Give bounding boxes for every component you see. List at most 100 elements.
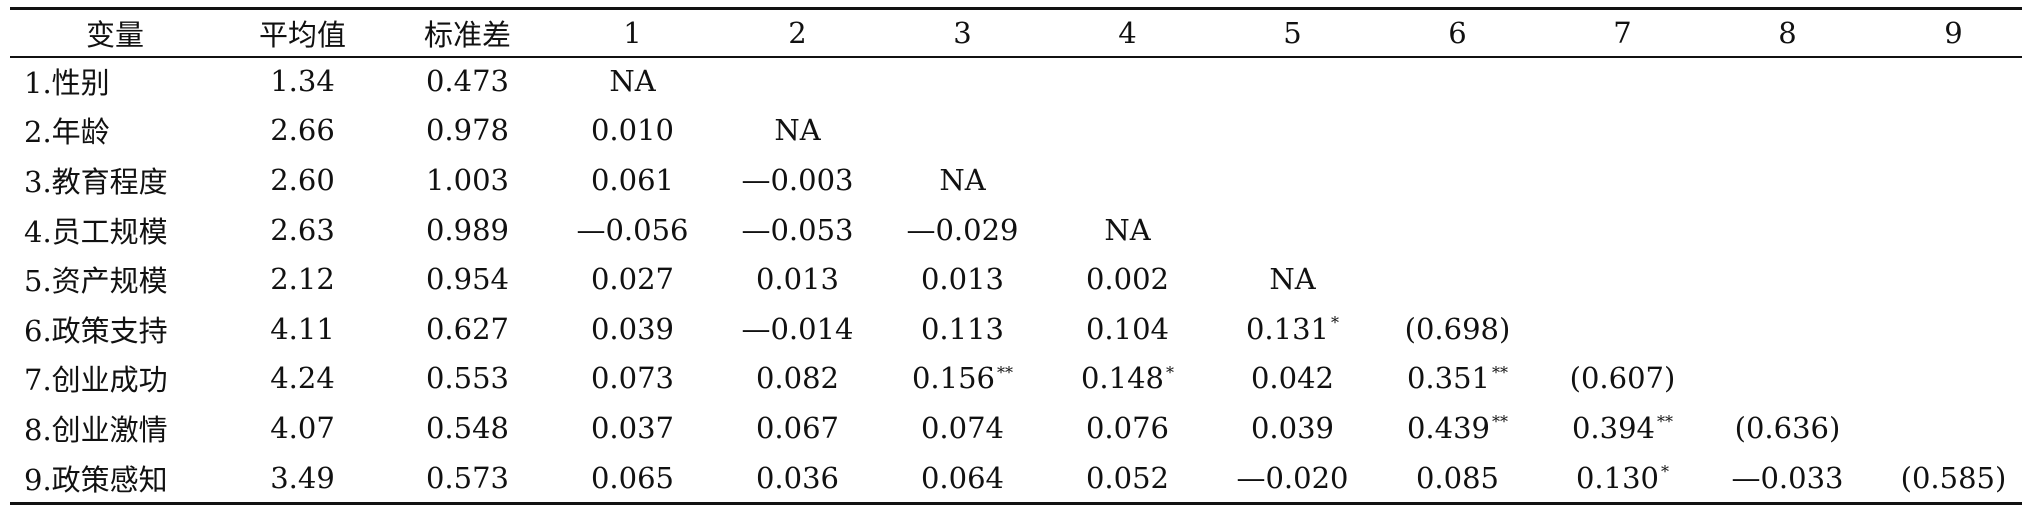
correlation-cell: 0.104 (1045, 304, 1210, 354)
correlation-cell: 0.064 (880, 453, 1045, 503)
variable-name: 3.教育程度 (24, 164, 168, 199)
correlation-table: 变量 平均值 标准差 1 2 3 4 5 6 7 8 9 1.性别 1.34 0.4… (10, 10, 2032, 502)
correlation-cell: 0.067 (715, 403, 880, 453)
correlation-cell: 0.010 (550, 106, 715, 156)
correlation-cell (1870, 205, 2032, 255)
correlation-cell: 0.073 (550, 354, 715, 404)
correlation-value: 0.037 (590, 410, 675, 445)
sd-value: 1.003 (425, 162, 510, 197)
correlation-cell (1375, 155, 1540, 205)
correlation-value: —0.056 (576, 212, 689, 247)
correlation-value: 0.064 (920, 460, 1005, 495)
correlation-value: —0.029 (906, 212, 1019, 247)
correlation-cell: 0.351 ** (1375, 354, 1540, 404)
header-col-4: 4 (1118, 16, 1137, 50)
variable-name: 2.年龄 (24, 115, 110, 150)
correlation-value: —0.033 (1731, 460, 1844, 495)
header-col-9: 9 (1944, 16, 1963, 50)
significance-marker: ** (1492, 362, 1509, 382)
correlation-value: NA (609, 63, 656, 98)
correlation-cell (1375, 205, 1540, 255)
header-mean: 平均值 (258, 18, 346, 52)
header-col-6: 6 (1448, 16, 1467, 50)
correlation-cell (1210, 155, 1375, 205)
correlation-cell (1705, 354, 1870, 404)
correlation-cell: NA (550, 56, 715, 106)
table-body: 1.性别 1.34 0.473 NA 2.年龄 2.66 0.978 0.010 NA 3.教育程… (10, 56, 2032, 502)
mean-value: 2.12 (270, 262, 335, 297)
correlation-cell (880, 106, 1045, 156)
variable-name: 5.资产规模 (24, 264, 168, 299)
correlation-cell (1705, 205, 1870, 255)
header-col-3: 3 (953, 16, 972, 50)
table-row: 8.创业激情 4.07 0.548 0.037 0.067 0.074 0.076 0.039… (10, 403, 2032, 453)
correlation-cell: 0.052 (1045, 453, 1210, 503)
correlation-cell: —0.020 (1210, 453, 1375, 503)
variable-name: 4.员工规模 (24, 214, 168, 249)
variable-name: 9.政策感知 (24, 462, 168, 497)
significance-marker: ** (997, 362, 1014, 382)
variable-name: 1.性别 (24, 65, 110, 100)
correlation-value: 0.131 (1245, 311, 1330, 346)
header-col-7: 7 (1613, 16, 1632, 50)
correlation-value: 0.156 (911, 361, 996, 396)
correlation-value: 0.013 (920, 262, 1005, 297)
mean-value: 1.34 (270, 63, 335, 98)
correlation-value: 0.351 (1406, 361, 1491, 396)
correlation-cell: NA (1045, 205, 1210, 255)
correlation-cell (1870, 304, 2032, 354)
correlation-value: (0.585) (1900, 460, 2007, 495)
mean-value: 3.49 (270, 460, 335, 495)
mean-value: 2.66 (270, 113, 335, 148)
header-row: 变量 平均值 标准差 1 2 3 4 5 6 7 8 9 (10, 10, 2032, 56)
correlation-cell: NA (1210, 254, 1375, 304)
correlation-cell: 0.394 ** (1540, 403, 1705, 453)
correlation-value: 0.065 (590, 460, 675, 495)
correlation-value: 0.052 (1085, 460, 1170, 495)
correlation-value: 0.113 (920, 311, 1005, 346)
correlation-value: NA (1269, 262, 1316, 297)
correlation-value: NA (939, 162, 986, 197)
variable-name: 7.创业成功 (24, 363, 168, 398)
correlation-cell (1045, 106, 1210, 156)
header-col-2: 2 (788, 16, 807, 50)
correlation-value: 0.439 (1406, 410, 1491, 445)
significance-marker: * (1331, 313, 1340, 333)
sd-value: 0.473 (425, 63, 510, 98)
header-rule (10, 56, 2022, 58)
correlation-value: 0.036 (755, 460, 840, 495)
correlation-cell (715, 56, 880, 106)
correlation-value: 0.074 (920, 410, 1005, 445)
correlation-cell: 0.148 * (1045, 354, 1210, 404)
correlation-cell (1540, 254, 1705, 304)
correlation-value: 0.013 (755, 262, 840, 297)
significance-marker: ** (1492, 412, 1509, 432)
correlation-cell (1210, 56, 1375, 106)
correlation-cell (1870, 403, 2032, 453)
correlation-value: 0.082 (755, 361, 840, 396)
correlation-cell: —0.053 (715, 205, 880, 255)
table-row: 7.创业成功 4.24 0.553 0.073 0.082 0.156 ** 0.148 * 0.… (10, 354, 2032, 404)
correlation-cell: 0.039 (550, 304, 715, 354)
correlation-cell (1375, 106, 1540, 156)
correlation-cell: 0.061 (550, 155, 715, 205)
correlation-cell: (0.607) (1540, 354, 1705, 404)
significance-marker: ** (1657, 412, 1674, 432)
sd-value: 0.978 (425, 113, 510, 148)
correlation-value: —0.014 (741, 311, 854, 346)
top-rule (10, 7, 2022, 10)
correlation-cell: 0.002 (1045, 254, 1210, 304)
correlation-value: 0.148 (1080, 361, 1165, 396)
correlation-value: NA (1104, 212, 1151, 247)
header-col-1: 1 (623, 16, 642, 50)
table-row: 3.教育程度 2.60 1.003 0.061 —0.003 NA (10, 155, 2032, 205)
sd-value: 0.989 (425, 212, 510, 247)
correlation-cell (880, 56, 1045, 106)
correlation-cell: —0.003 (715, 155, 880, 205)
correlation-cell: —0.033 (1705, 453, 1870, 503)
correlation-cell (1870, 254, 2032, 304)
correlation-cell: 0.042 (1210, 354, 1375, 404)
correlation-value: 0.085 (1415, 460, 1500, 495)
correlation-cell: 0.439 ** (1375, 403, 1540, 453)
